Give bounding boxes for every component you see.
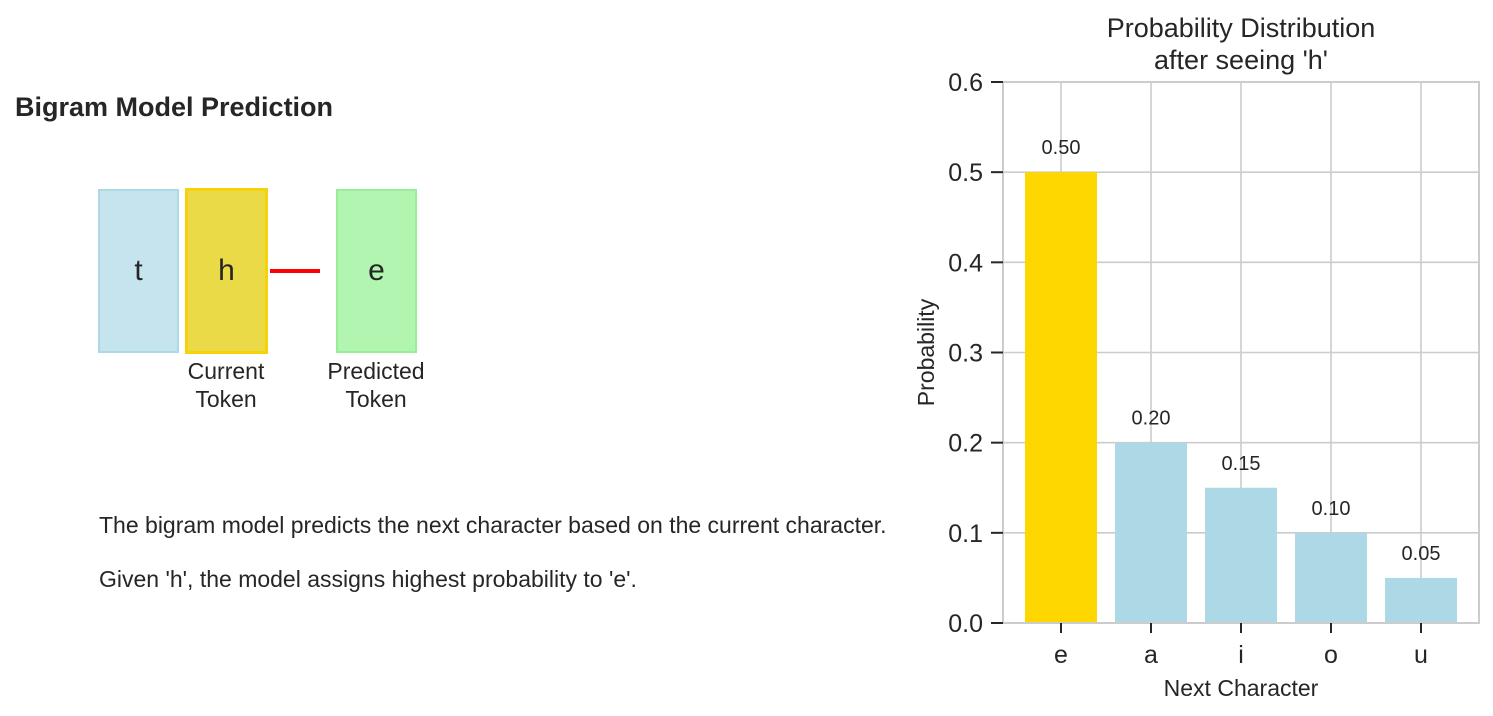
- x-tick-label-o: o: [1324, 641, 1338, 669]
- x-tick-label-i: i: [1238, 641, 1244, 669]
- y-axis-label: Probability: [913, 298, 939, 406]
- bar-u: [1385, 577, 1457, 623]
- y-tick-label-4: 0.4: [948, 249, 983, 277]
- bar-value-label-u: 0.05: [1402, 543, 1441, 565]
- y-tick-label-3: 0.3: [948, 340, 983, 368]
- y-tick-label-1: 0.1: [948, 520, 983, 548]
- predicted-token-label-line1: Predicted: [327, 358, 425, 384]
- bar-i: [1205, 487, 1277, 623]
- x-tick-label-e: e: [1054, 641, 1068, 669]
- current-token-label: Current Token: [176, 357, 276, 413]
- x-tick-label-u: u: [1414, 641, 1428, 669]
- y-tick-label-2: 0.2: [948, 430, 983, 458]
- y-tick-label-0: 0.0: [948, 610, 983, 638]
- token-char-t: t: [134, 254, 143, 287]
- predicted-token-label-line2: Token: [345, 386, 407, 412]
- bar-e: [1025, 172, 1097, 623]
- bar-a: [1115, 442, 1187, 623]
- left-panel-title: Bigram Model Prediction: [15, 92, 334, 122]
- current-token-label-line1: Current: [187, 358, 265, 384]
- description-line-2: Given 'h', the model assigns highest pro…: [99, 566, 637, 592]
- y-tick-label-5: 0.5: [948, 159, 983, 187]
- chart-title-line-2: after seeing 'h': [1154, 45, 1328, 75]
- token-box-e-predicted: e: [336, 189, 417, 353]
- current-token-label-line2: Token: [195, 386, 257, 412]
- bar-value-label-a: 0.20: [1132, 408, 1171, 430]
- bar-value-label-e: 0.50: [1042, 137, 1081, 159]
- token-box-t: t: [98, 189, 179, 353]
- bar-o: [1295, 532, 1367, 623]
- token-char-e: e: [368, 254, 385, 287]
- chart-title-line-1: Probability Distribution: [1107, 13, 1376, 43]
- bar-value-label-o: 0.10: [1312, 498, 1351, 520]
- description-line-1: The bigram model predicts the next chara…: [99, 512, 887, 538]
- predicted-token-label: Predicted Token: [316, 357, 436, 413]
- bar-value-label-i: 0.15: [1222, 453, 1261, 475]
- token-char-h: h: [218, 254, 235, 287]
- y-tick-label-6: 0.6: [948, 69, 983, 97]
- prediction-arrow: [270, 269, 320, 273]
- x-axis-label: Next Character: [1164, 675, 1319, 701]
- token-box-h-current: h: [185, 188, 268, 354]
- x-tick-label-a: a: [1144, 641, 1158, 669]
